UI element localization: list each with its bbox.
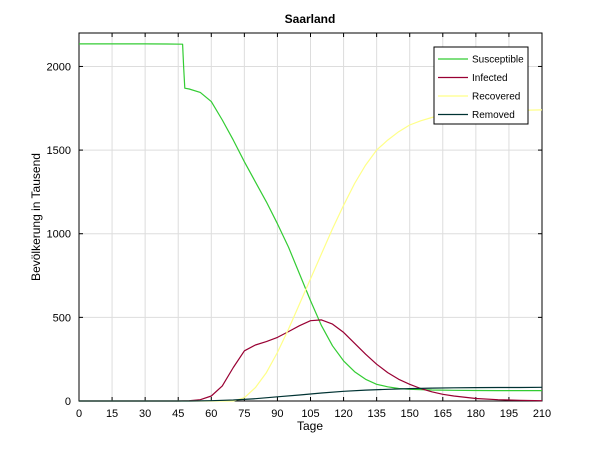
x-tick-label: 120 xyxy=(334,408,352,420)
y-axis-label: Bevölkerung in Tausend xyxy=(29,153,43,281)
chart-title: Saarland xyxy=(285,12,336,26)
series-line-removed xyxy=(79,386,543,402)
x-tick-label: 90 xyxy=(271,408,283,420)
legend-box xyxy=(433,46,529,125)
legend: Susceptible Infected Recovered Removed xyxy=(433,46,529,125)
x-tick-label: 45 xyxy=(172,408,184,420)
legend-label-infected: Infected xyxy=(472,73,508,84)
y-tick-label: 1000 xyxy=(47,229,71,241)
x-tick-label: 30 xyxy=(139,408,151,420)
x-tick-label: 0 xyxy=(76,408,82,420)
x-tick-label: 105 xyxy=(301,408,319,420)
x-axis-label: Tage xyxy=(297,419,323,433)
x-tick-label: 195 xyxy=(500,408,518,420)
y-tick-label: 1500 xyxy=(47,145,71,157)
y-tick-label: 0 xyxy=(65,396,71,408)
series-line-infected xyxy=(79,319,543,402)
legend-label-removed: Removed xyxy=(472,110,515,121)
x-tick-label: 75 xyxy=(238,408,250,420)
legend-label-susceptible: Susceptible xyxy=(472,55,524,66)
x-tick-label: 150 xyxy=(401,408,419,420)
x-tick-label: 135 xyxy=(367,408,385,420)
x-tick-label: 165 xyxy=(434,408,452,420)
axis-ticks: 0 15 30 45 60 75 90 105 120 135 150 165 180 195 210 0 50… xyxy=(47,33,551,420)
x-tick-label: 180 xyxy=(467,408,485,420)
y-tick-label: 500 xyxy=(53,312,71,324)
x-tick-label: 60 xyxy=(205,408,217,420)
legend-label-recovered: Recovered xyxy=(472,92,520,103)
y-tick-label: 2000 xyxy=(47,61,71,73)
x-tick-label: 15 xyxy=(106,408,118,420)
x-tick-label: 210 xyxy=(533,408,551,420)
